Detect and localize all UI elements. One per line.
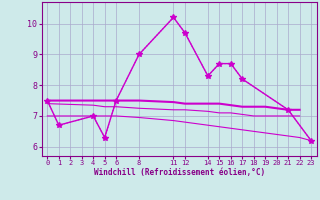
X-axis label: Windchill (Refroidissement éolien,°C): Windchill (Refroidissement éolien,°C) <box>94 168 265 177</box>
